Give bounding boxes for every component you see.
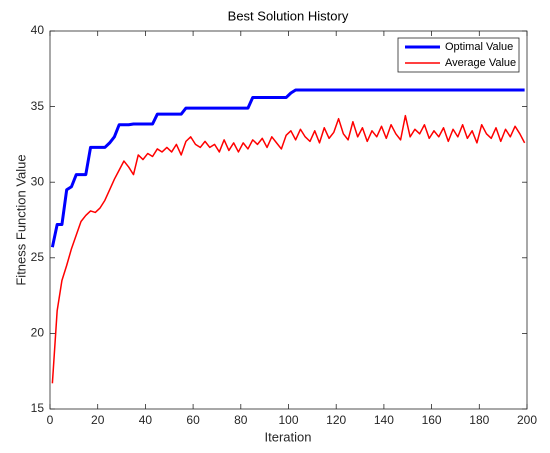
plot-frame (49, 30, 528, 410)
x-tick-label: 160 (422, 413, 442, 427)
x-tick-label: 140 (374, 413, 394, 427)
y-axis-label: Fitness Function Value (13, 154, 28, 285)
y-tick-label: 30 (31, 174, 45, 188)
legend-box (397, 37, 520, 73)
series-line (50, 88, 525, 248)
x-tick-label: 20 (91, 413, 105, 427)
x-tick-label: 120 (326, 413, 346, 427)
x-tick-label: 100 (278, 413, 298, 427)
y-tick-label: 35 (31, 99, 45, 113)
x-tick-label: 0 (47, 413, 54, 427)
series-line (51, 114, 526, 384)
legend-label: Average Value (445, 57, 516, 69)
y-tick-label: 15 (31, 401, 45, 415)
x-tick-label: 180 (469, 413, 489, 427)
y-tick-label: 20 (31, 326, 45, 340)
x-tick-label: 60 (186, 413, 200, 427)
x-axis-label: Iteration (265, 429, 312, 444)
y-tick-label: 40 (31, 23, 45, 37)
chart-title: Best Solution History (228, 8, 349, 23)
x-tick-label: 40 (139, 413, 153, 427)
y-tick-label: 25 (31, 250, 45, 264)
x-tick-label: 80 (234, 413, 248, 427)
legend-label: Optimal Value (445, 41, 513, 53)
x-tick-label: 200 (517, 413, 537, 427)
